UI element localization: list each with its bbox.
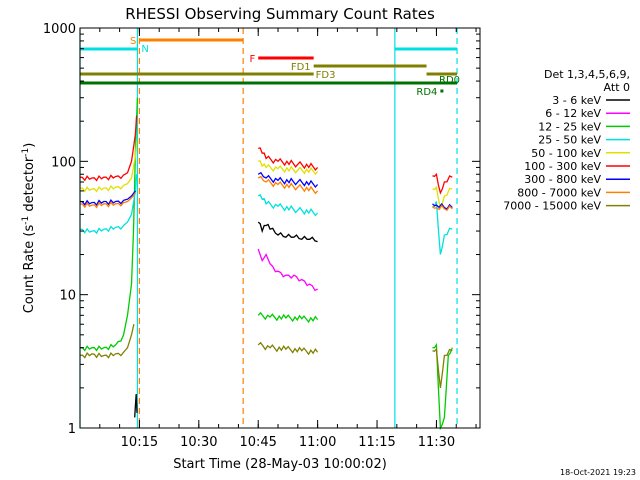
- flag-label-n: N: [141, 44, 148, 55]
- series-line-50-100-kev-1: [258, 160, 319, 176]
- legend-label-800-7000-kev: 800 - 7000 keV: [517, 186, 601, 199]
- legend-label-12-25-kev: 12 - 25 keV: [538, 120, 601, 133]
- y-axis-label-exponent: -1: [21, 216, 31, 225]
- flag-label-f: F: [249, 54, 255, 65]
- series-line-12-25-kev-0: [80, 97, 139, 352]
- legend-label-25-50-kev: 25 - 50 keV: [538, 134, 601, 147]
- x-axis-label: Start Time (28-May-03 10:00:02): [173, 457, 387, 472]
- series-line-3-6-kev-0: [134, 393, 138, 418]
- legend-label-100-300-kev: 100 - 300 keV: [524, 160, 601, 173]
- y-tick-label-1: 1: [68, 422, 76, 437]
- flag-label-s: S: [130, 36, 136, 47]
- legend-label-50-100-kev: 50 - 100 keV: [531, 147, 601, 160]
- series-line-100-300-kev-0: [79, 115, 138, 182]
- y-axis-label-exponent: -1: [21, 148, 31, 157]
- y-axis-label-part: detector: [22, 156, 37, 216]
- series-line-7000-15000-kev-1: [257, 341, 319, 356]
- series-line-7000-15000-kev-0: [79, 324, 135, 359]
- series-line-50-100-kev-0: [79, 141, 138, 193]
- flag-label-rd0: RD0: [439, 75, 460, 86]
- legend-header-line: Att 0: [604, 81, 630, 94]
- timestamp-label: 18-Oct-2021 19:23: [560, 468, 636, 477]
- series-line-300-800-kev-0: [79, 190, 136, 207]
- y-axis-label-part: ): [22, 143, 37, 148]
- y-axis-label-part: Count Rate (s: [22, 225, 37, 314]
- legend-label-3-6-kev: 3 - 6 keV: [552, 94, 601, 107]
- x-tick-label-11-15: 11:15: [358, 435, 395, 450]
- y-tick-label-100: 100: [51, 155, 76, 170]
- flag-label-rd4: RD4: [416, 87, 437, 98]
- series-line-7000-15000-kev-2: [432, 347, 453, 388]
- series-line-800-7000-kev-1: [257, 175, 319, 195]
- legend-label-300-800-kev: 300 - 800 keV: [524, 173, 601, 186]
- legend-header-line: Det 1,3,4,5,6,9,: [544, 68, 630, 81]
- y-tick-label-10: 10: [59, 289, 76, 304]
- series-line-800-7000-kev-0: [79, 192, 136, 209]
- x-tick-label-10-45: 10:45: [239, 435, 276, 450]
- plot-frame: [79, 27, 481, 429]
- x-tick-label-11-30: 11:30: [418, 435, 455, 450]
- flag-label-fd3: FD3: [316, 70, 336, 81]
- flag-label-fd1: FD1: [291, 62, 311, 73]
- series-line-3-6-kev-1: [257, 221, 318, 243]
- series-line-25-50-kev-1: [257, 193, 319, 217]
- series-lines: [79, 97, 453, 431]
- x-tick-label-10-30: 10:30: [180, 435, 217, 450]
- flag-bar-8: [440, 89, 444, 93]
- legend-label-7000-15000-kev: 7000 - 15000 keV: [503, 200, 601, 213]
- x-axis: 10:15 10:30 10:45 11:00 11:15 11:30: [99, 28, 477, 450]
- series-line-12-25-kev-1: [257, 311, 319, 324]
- x-tick-label-11-00: 11:00: [299, 435, 336, 450]
- series-line-100-300-kev-1: [258, 147, 319, 171]
- series-line-25-50-kev-2: [432, 201, 453, 255]
- y-axis-label: Count Rate (s-1 detector-1): [21, 143, 37, 314]
- series-line-300-800-kev-2: [432, 202, 453, 210]
- series-line-100-300-kev-2: [432, 172, 453, 195]
- series-line-12-25-kev-2: [432, 342, 453, 431]
- chart-title: RHESSI Observing Summary Count Rates: [125, 5, 435, 23]
- y-tick-label-1000: 1000: [43, 22, 76, 37]
- series-line-25-50-kev-0: [79, 174, 138, 235]
- series-line-300-800-kev-1: [257, 171, 319, 189]
- legend-label-6-12-kev: 6 - 12 keV: [545, 107, 601, 120]
- x-tick-label-10-15: 10:15: [121, 435, 158, 450]
- series-line-6-12-kev-0: [257, 248, 318, 292]
- series-line-800-7000-kev-2: [432, 204, 453, 212]
